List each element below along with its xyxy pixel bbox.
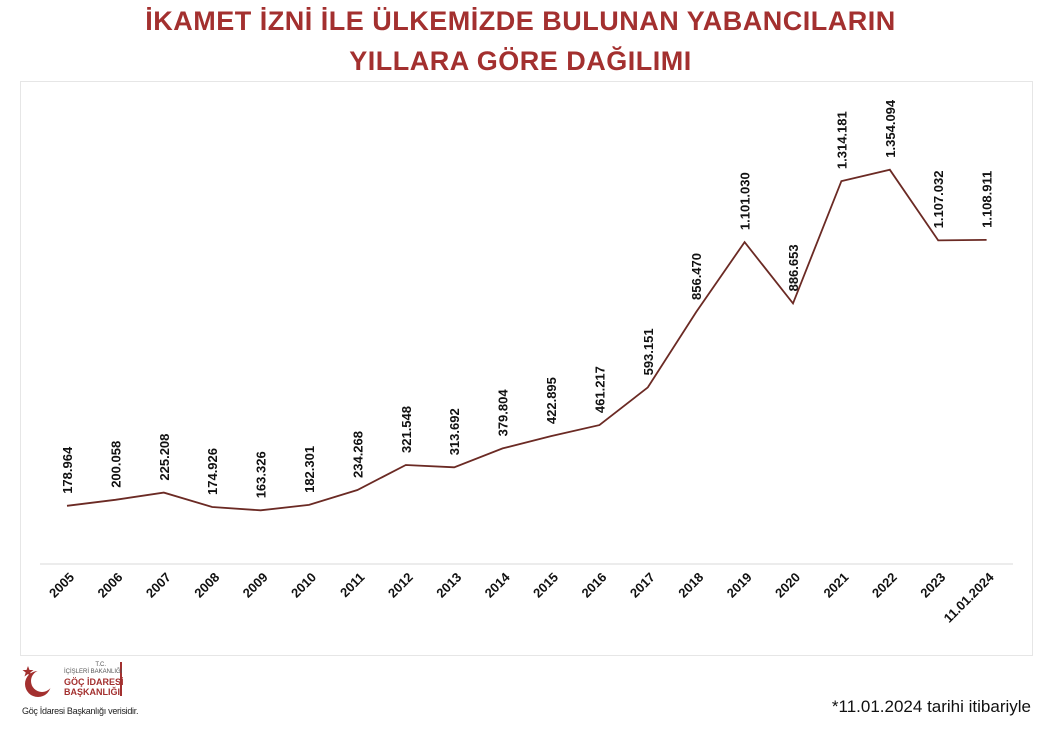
x-tick-label: 2022 bbox=[869, 570, 900, 601]
data-label: 856.470 bbox=[689, 253, 704, 300]
x-tick-label: 2016 bbox=[578, 570, 609, 601]
logo-tc: T.C. bbox=[95, 662, 106, 668]
crescent-star-icon bbox=[22, 666, 53, 697]
data-label: 200.058 bbox=[108, 441, 123, 488]
logo bbox=[20, 660, 140, 700]
x-tick-label: 2021 bbox=[820, 570, 851, 601]
logo-ministry: İÇİŞLERİ BAKANLIĞI bbox=[64, 669, 123, 675]
data-label: 1.108.911 bbox=[980, 171, 995, 228]
data-label: 163.326 bbox=[254, 451, 269, 498]
x-tick-label: 11.01.2024 bbox=[941, 569, 998, 626]
source-note: Göç İdaresi Başkanlığı verisidir. bbox=[22, 706, 139, 716]
x-tick-label: 2011 bbox=[337, 570, 368, 601]
x-tick-label: 2012 bbox=[385, 570, 416, 601]
x-tick-label: 2018 bbox=[675, 570, 706, 601]
data-label: 1.107.032 bbox=[931, 171, 946, 229]
data-label: 321.548 bbox=[399, 406, 414, 453]
logo-divider bbox=[120, 662, 122, 696]
chart-title-line1: İKAMET İZNİ İLE ÜLKEMİZDE BULUNAN YABANC… bbox=[145, 6, 896, 36]
x-tick-label: 2007 bbox=[143, 570, 174, 601]
x-tick-label: 2005 bbox=[46, 570, 77, 601]
x-tick-label: 2019 bbox=[724, 570, 755, 601]
x-tick-label: 2008 bbox=[191, 570, 222, 601]
x-tick-label: 2010 bbox=[288, 570, 319, 601]
value-labels: 178.964 200.058 225.208 174.926 163.326 182.3… bbox=[60, 99, 995, 498]
series-line bbox=[66, 168, 987, 512]
x-tick-label: 2014 bbox=[482, 569, 514, 601]
x-tick-label: 2015 bbox=[530, 570, 561, 601]
logo-text-name: GÖÇ İDARESİ BAŞKANLIĞI bbox=[64, 677, 124, 697]
data-label: 379.804 bbox=[496, 389, 511, 437]
data-label: 886.653 bbox=[786, 244, 801, 291]
date-footnote: *11.01.2024 tarihi itibariyle bbox=[831, 697, 1031, 716]
x-tick-label: 2023 bbox=[917, 570, 948, 601]
x-tick-label: 2009 bbox=[240, 570, 271, 601]
chart-frame bbox=[20, 81, 1033, 656]
logo-directorate: GÖÇ İDARESİ bbox=[64, 677, 124, 687]
data-label: 1.101.030 bbox=[738, 172, 753, 230]
x-tick-label: 2017 bbox=[627, 570, 658, 601]
data-label: 225.208 bbox=[157, 434, 172, 481]
x-tick-label: 2006 bbox=[94, 570, 125, 601]
data-label: 182.301 bbox=[302, 446, 317, 493]
x-tick-labels: 2005 2006 2007 2008 2009 2010 2011 2012 2013 2014… bbox=[46, 569, 997, 626]
logo-presidency: BAŞKANLIĞI bbox=[64, 687, 120, 697]
chart-title-line2: YILLARA GÖRE DAĞILIMI bbox=[349, 46, 692, 76]
data-label: 178.964 bbox=[60, 446, 75, 494]
data-label: 313.692 bbox=[447, 408, 462, 455]
data-label: 1.354.094 bbox=[883, 99, 898, 158]
data-label: 1.314.181 bbox=[834, 111, 849, 169]
data-label: 422.895 bbox=[544, 377, 559, 424]
x-tick-label: 2013 bbox=[433, 570, 464, 601]
data-label: 234.268 bbox=[350, 431, 365, 478]
data-label: 461.217 bbox=[592, 366, 607, 413]
data-label: 593.151 bbox=[641, 328, 656, 375]
x-tick-label: 2020 bbox=[772, 570, 803, 601]
logo-text-small: T.C. İÇİŞLERİ BAKANLIĞI bbox=[64, 662, 122, 676]
data-label: 174.926 bbox=[205, 448, 220, 495]
